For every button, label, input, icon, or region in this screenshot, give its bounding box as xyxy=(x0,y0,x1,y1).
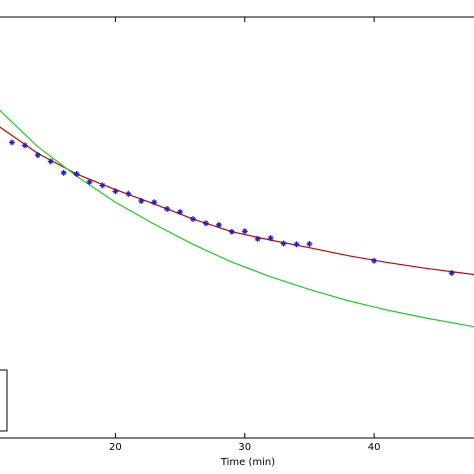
data-point xyxy=(125,190,132,197)
data-point xyxy=(306,240,313,247)
data-point xyxy=(151,199,158,206)
data-point xyxy=(86,179,93,186)
fit-curve-2 xyxy=(0,109,474,328)
data-point xyxy=(267,235,274,242)
data-point xyxy=(164,205,171,212)
data-point xyxy=(293,241,300,248)
data-point xyxy=(99,182,106,189)
plot-area xyxy=(0,109,474,328)
data-point xyxy=(21,142,28,149)
legend-box xyxy=(0,369,8,432)
data-point xyxy=(60,169,67,176)
data-point xyxy=(202,220,209,227)
data-point xyxy=(73,171,80,178)
x-axis-label: Time (min) xyxy=(220,457,275,468)
fit-curve-1 xyxy=(0,126,474,276)
x-tick-label: 30 xyxy=(238,442,251,453)
x-tick-label: 20 xyxy=(109,442,122,453)
x-axis: 20 30 40 xyxy=(109,17,380,453)
x-tick-label: 40 xyxy=(368,442,381,453)
plot-frame xyxy=(0,16,474,439)
data-point xyxy=(112,188,119,195)
data-point xyxy=(215,221,222,228)
data-point xyxy=(371,257,378,264)
data-point xyxy=(448,269,455,276)
data-point xyxy=(177,208,184,215)
data-point xyxy=(190,216,197,223)
data-point xyxy=(241,228,248,235)
data-point xyxy=(280,240,287,247)
data-point xyxy=(47,158,54,165)
data-point xyxy=(254,235,261,242)
data-point xyxy=(138,197,145,204)
data-point xyxy=(228,228,235,235)
data-point xyxy=(34,152,41,159)
data-point xyxy=(8,139,15,146)
